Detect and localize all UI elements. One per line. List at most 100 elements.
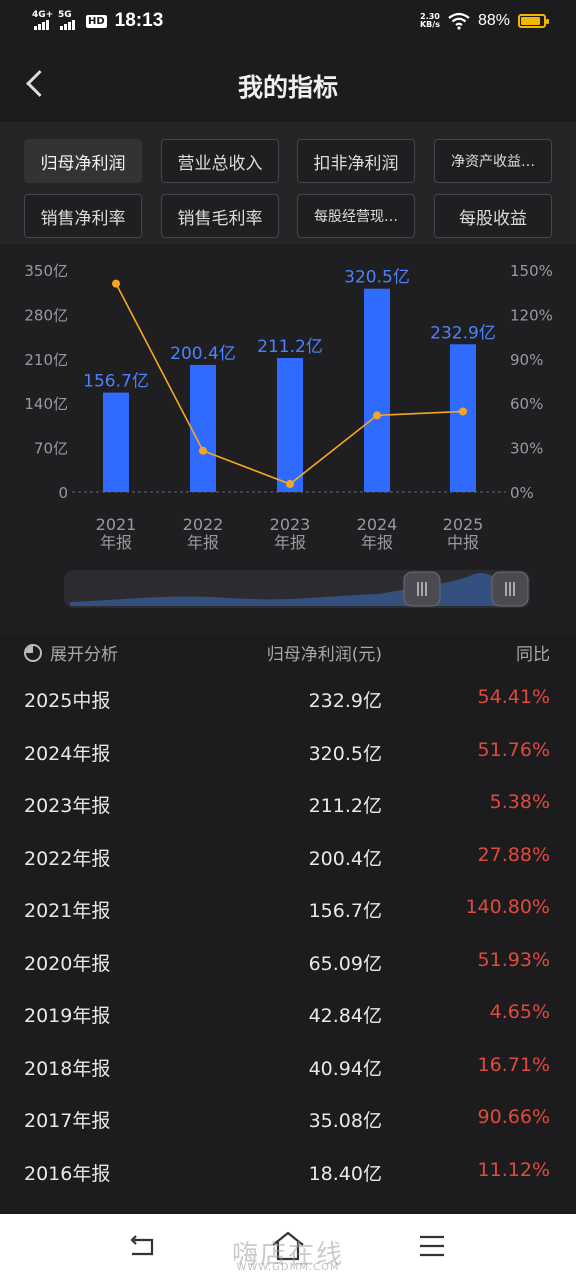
table-row[interactable]: 2020年报 65.09亿 51.93% [0, 937, 576, 989]
x-axis-label: 年报 [274, 533, 306, 552]
table-row[interactable]: 2019年报 42.84亿 4.65% [0, 989, 576, 1041]
row-yoy: 5.38% [489, 791, 550, 813]
row-yoy: 11.12% [477, 1158, 550, 1181]
table-row[interactable]: 2016年报 18.40亿 11.12% [0, 1147, 576, 1199]
page-title: 我的指标 [237, 73, 338, 102]
left-axis-tick: 0 [58, 484, 68, 502]
row-period: 2024年报 [24, 742, 111, 765]
chart-area: 0 70亿 140亿 210亿 280亿 350亿 0% 30% 60% 90% 120% 150% 1… [0, 244, 576, 634]
watermark-url: WWW.GDMM.COM [236, 1262, 340, 1273]
battery-icon [518, 14, 549, 28]
row-value: 65.09亿 [308, 952, 382, 975]
table-row[interactable]: 2022年报 200.4亿 27.88% [0, 832, 576, 884]
x-axis-label: 年报 [100, 533, 132, 552]
metric-filters: 归母净利润 营业总收入 扣非净利润 净资产收益… 销售净利率 销售毛利率 每股经… [0, 122, 576, 244]
hd-badge: HD [86, 14, 107, 28]
chart-bar [277, 358, 303, 492]
status-right: 2.30 KB/s 88% [420, 12, 549, 30]
status-left: 4G+ 5G HD 18:13 [32, 10, 163, 32]
bar-value-label: 320.5亿 [344, 268, 410, 288]
right-axis-tick: 60% [510, 395, 543, 413]
table-row[interactable]: 2021年报 156.7亿 140.80% [0, 884, 576, 936]
system-nav-bar: 嗨店在线 WWW.GDMM.COM [0, 1214, 576, 1280]
chart-bar [364, 288, 390, 492]
filter-chip-net-profit[interactable]: 归母净利润 [24, 139, 142, 183]
nav-home-icon[interactable] [270, 1230, 306, 1262]
row-value: 200.4亿 [308, 847, 382, 870]
x-axis-label: 2025 [443, 515, 484, 534]
row-yoy: 4.65% [489, 1001, 550, 1023]
row-period: 2023年报 [24, 795, 111, 817]
bar-value-label: 211.2亿 [257, 337, 323, 357]
signal-icon-2: 5G [58, 10, 80, 32]
row-yoy: 16.71% [477, 1053, 550, 1076]
row-period: 2019年报 [24, 1005, 111, 1027]
row-period: 2021年报 [24, 900, 111, 922]
filter-chip-operating-cashflow[interactable]: 每股经营现… [297, 194, 415, 238]
left-axis-tick: 140亿 [24, 395, 68, 413]
table-row[interactable]: 2023年报 211.2亿 5.38% [0, 779, 576, 831]
chart-line-point [112, 279, 120, 288]
right-axis-tick: 150% [510, 262, 553, 280]
filter-chip-net-margin[interactable]: 销售净利率 [24, 194, 142, 238]
row-value: 156.7亿 [308, 900, 382, 922]
filter-chip-revenue[interactable]: 营业总收入 [161, 139, 279, 183]
row-value: 320.5亿 [308, 742, 382, 765]
left-axis-tick: 210亿 [24, 351, 68, 369]
chart-bar [190, 364, 216, 492]
row-yoy: 27.88% [477, 843, 550, 866]
filter-chip-eps[interactable]: 每股收益 [434, 194, 552, 238]
expand-analysis-label: 展开分析 [50, 645, 118, 665]
row-value: 40.94亿 [308, 1057, 382, 1080]
x-axis-label: 2022 [183, 515, 224, 534]
column-header-yoy: 同比 [516, 645, 550, 665]
data-table: 展开分析 归母净利润(元) 同比 2025中报 232.9亿 54.41% 2024年… [0, 634, 576, 1214]
right-axis-tick: 30% [510, 440, 543, 458]
row-value: 232.9亿 [308, 690, 382, 712]
row-value: 18.40亿 [308, 1162, 382, 1185]
row-value: 35.08亿 [308, 1110, 382, 1132]
expand-analysis-button[interactable]: 展开分析 [24, 640, 118, 665]
nav-menu-icon[interactable] [418, 1234, 446, 1258]
nav-bar: 我的指标 [0, 46, 576, 122]
row-yoy: 90.66% [477, 1106, 550, 1128]
right-axis-tick: 0% [510, 484, 534, 502]
filter-chip-gross-margin[interactable]: 销售毛利率 [161, 194, 279, 238]
network-speed: 2.30 KB/s [420, 13, 440, 29]
row-period: 2018年报 [24, 1057, 111, 1080]
row-value: 211.2亿 [308, 795, 382, 817]
filter-chip-roe[interactable]: 净资产收益… [434, 139, 552, 183]
x-axis-label: 2021 [96, 515, 137, 534]
network-type-1: 4G+ [32, 10, 54, 20]
table-row[interactable]: 2018年报 40.94亿 16.71% [0, 1042, 576, 1094]
row-yoy: 51.93% [477, 948, 550, 971]
battery-percent: 88% [477, 12, 510, 29]
row-yoy: 51.76% [477, 738, 550, 761]
speed-unit: KB/s [419, 20, 440, 29]
wifi-icon [448, 12, 470, 30]
range-slider-sparkline [70, 573, 500, 606]
nav-back-icon[interactable] [128, 1234, 158, 1260]
filter-chip-deducted-profit[interactable]: 扣非净利润 [297, 139, 415, 183]
row-period: 2016年报 [24, 1162, 111, 1185]
status-bar: 4G+ 5G HD 18:13 2.30 KB/s 88% [0, 0, 576, 46]
bar-value-label: 232.9亿 [430, 323, 496, 343]
table-row[interactable]: 2025中报 232.9亿 54.41% [0, 674, 576, 726]
net-profit-chart: 0 70亿 140亿 210亿 280亿 350亿 0% 30% 60% 90% 120% 150% 1… [24, 262, 553, 608]
speed-value: 2.30 [420, 12, 440, 21]
row-value: 42.84亿 [308, 1005, 382, 1027]
pie-chart-icon [24, 643, 42, 662]
row-period: 2025中报 [24, 690, 111, 712]
column-header-value: 归母净利润(元) [266, 645, 382, 665]
signal-icon: 4G+ [32, 10, 54, 32]
left-axis-tick: 70亿 [34, 440, 68, 458]
right-axis-tick: 90% [510, 351, 543, 369]
bar-value-label: 200.4亿 [170, 344, 236, 364]
network-type-2: 5G [58, 10, 72, 20]
left-axis-tick: 280亿 [24, 306, 68, 324]
x-axis-label: 2023 [270, 515, 311, 534]
x-axis-label: 中报 [447, 533, 479, 552]
table-row[interactable]: 2024年报 320.5亿 51.76% [0, 727, 576, 779]
x-axis-label: 年报 [187, 533, 219, 552]
table-row[interactable]: 2017年报 35.08亿 90.66% [0, 1094, 576, 1146]
